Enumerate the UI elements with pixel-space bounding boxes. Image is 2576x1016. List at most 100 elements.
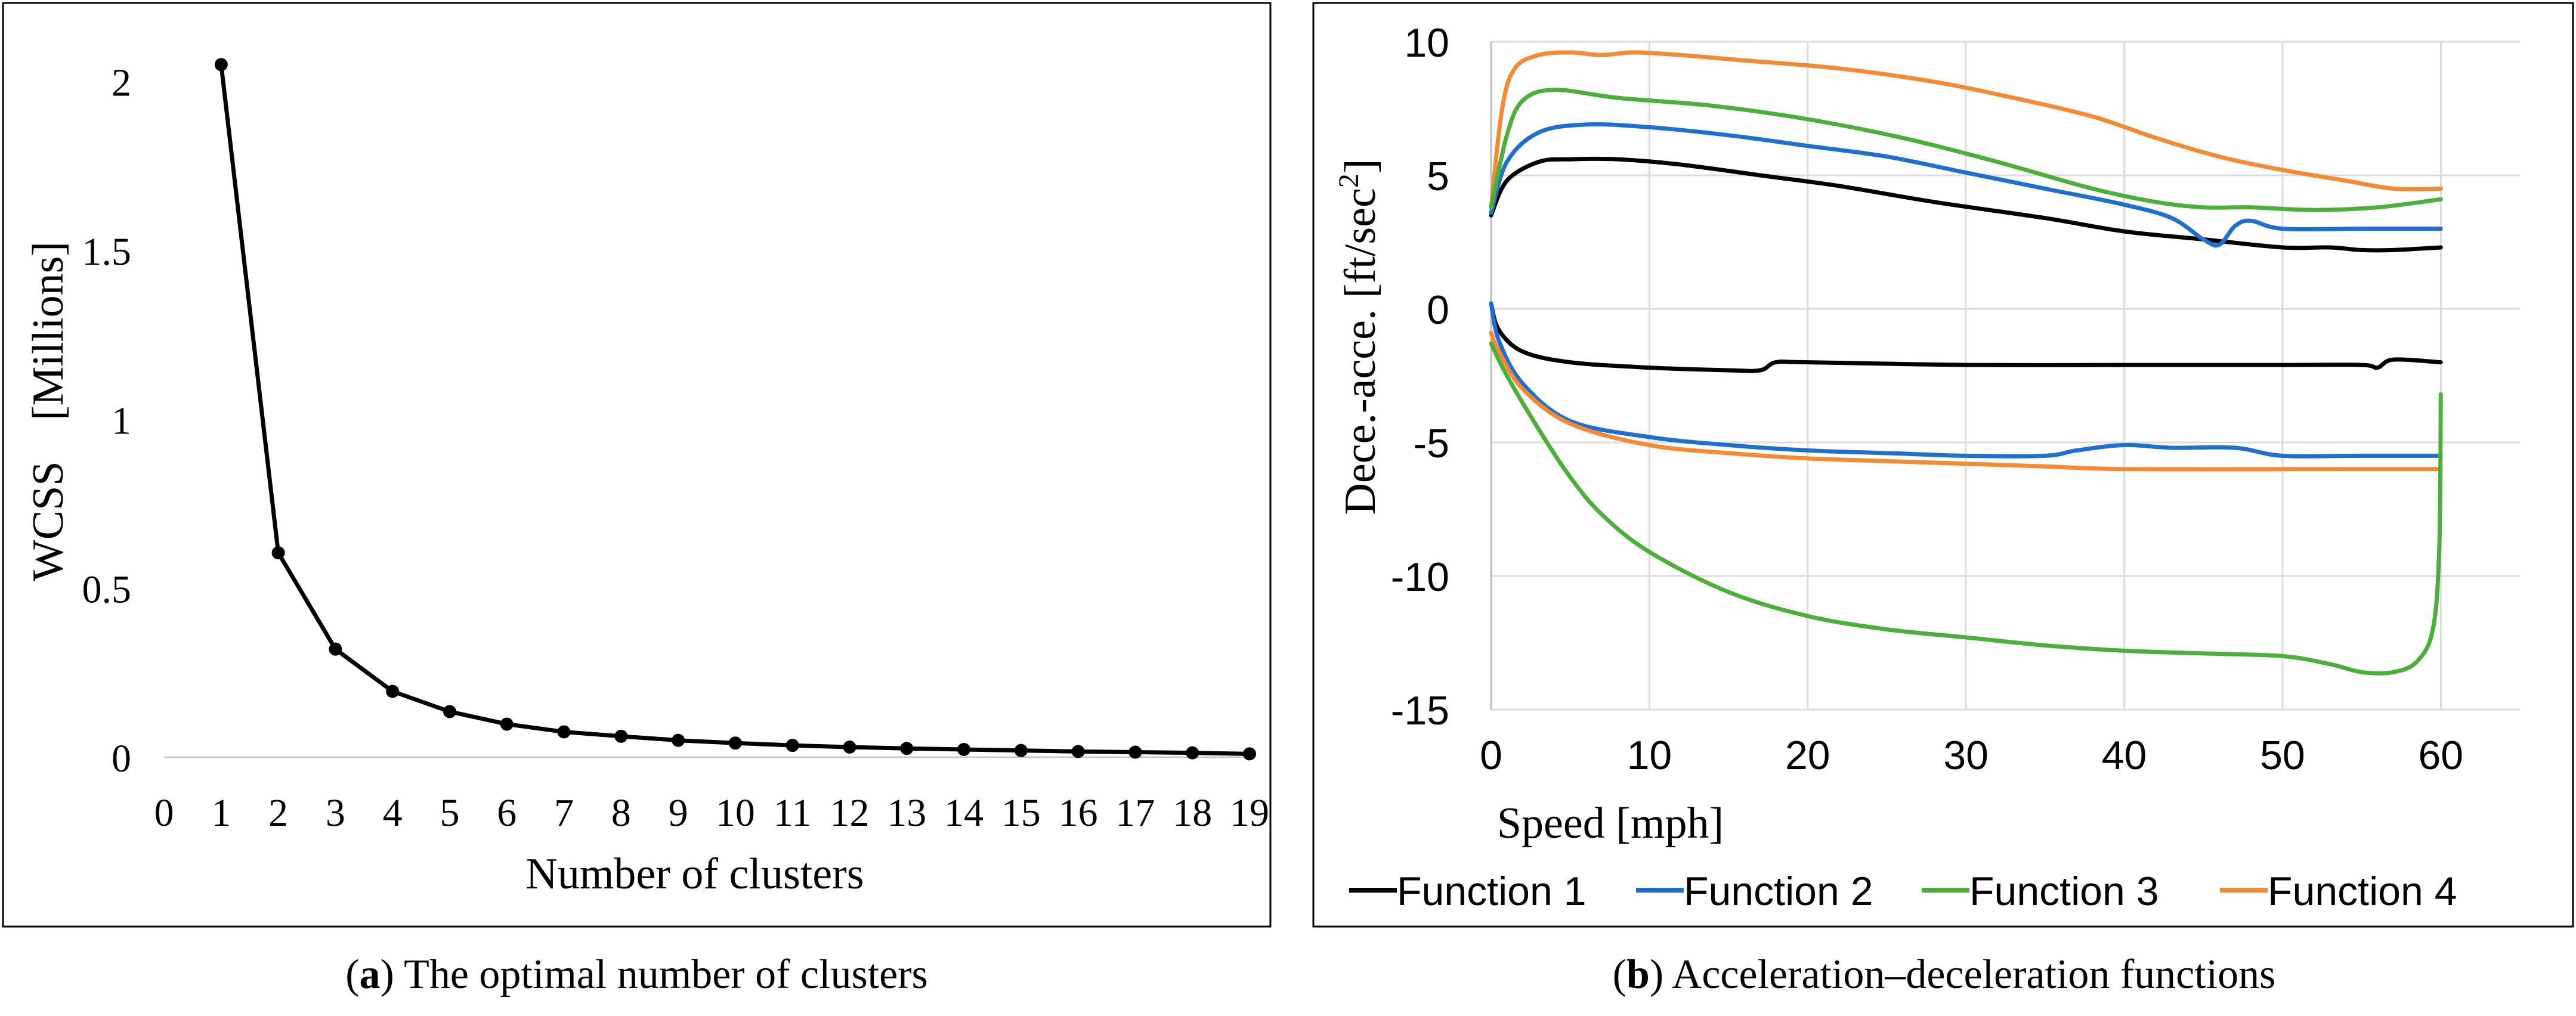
caption-b-text: Acceleration–deceleration functions: [1671, 952, 2276, 998]
chart-a-y-axis-label-group: WCSS [Millions]: [24, 241, 73, 581]
caption-a-letter: a: [359, 952, 381, 998]
chart-b-grid: [1491, 41, 2520, 711]
chart-b-y-tick-label: -5: [1414, 421, 1449, 466]
chart-b-x-tick-label: 50: [2260, 733, 2305, 778]
chart-a-data-point: [386, 684, 400, 698]
chart-a-y-tick-label: 1: [112, 399, 131, 442]
chart-b-y-axis-label: Dece.-acce. [ft/sec: [1336, 188, 1385, 515]
chart-b-y-axis-label-wrap: Dece.-acce. [ft/sec2]: [1333, 159, 1385, 515]
chart-a-y-axis-label-wrap: WCSS [Millions]: [24, 241, 73, 581]
chart-a-data-point: [1128, 745, 1142, 759]
chart-b-y-tick-label: -15: [1391, 688, 1449, 733]
chart-a-x-tick-label: 14: [944, 791, 984, 835]
chart-b-function-3-deceleration-line: [1489, 341, 2443, 676]
chart-b-y-axis-superscript: 2: [1333, 174, 1365, 188]
chart-a-data-point: [786, 739, 799, 752]
chart-a-data-point: [843, 741, 856, 754]
chart-a-x-tick-label: 13: [887, 791, 926, 835]
chart-a-x-tick-label: 16: [1059, 791, 1098, 835]
chart-a-x-tick-label: 12: [830, 791, 869, 835]
chart-a-x-axis-label: Number of clusters: [525, 850, 864, 899]
chart-b-function-4-deceleration-line: [1489, 330, 2443, 472]
chart-b-y-tick-label: 0: [1427, 287, 1449, 333]
chart-b-x-tick-label: 40: [2102, 733, 2147, 778]
chart-b-y-tick-label: -10: [1391, 555, 1449, 600]
chart-a-x-tick-label: 1: [211, 791, 231, 835]
chart-b-legend-label: Function 4: [2268, 869, 2457, 914]
chart-a-series: [214, 58, 1256, 761]
panel-b-frame: [1312, 2, 2574, 928]
chart-a-data-point: [214, 58, 228, 72]
caption-b: (b) Acceleration–deceleration functions: [1612, 952, 2276, 998]
chart-b-legend: Function 1 Function 2 Function 3 Function 4: [1349, 869, 2457, 914]
chart-a-data-point: [614, 729, 628, 743]
chart-b-x-tick-label: 10: [1627, 733, 1672, 778]
chart-a-y-tick-label: 0.5: [82, 568, 132, 612]
chart-a-x-tick-label: 4: [383, 791, 403, 835]
chart-b-y-ticks: 10 5 0 -5 -10 -15: [1391, 20, 1449, 733]
chart-b-x-tick-label: 60: [2418, 733, 2463, 778]
caption-b-letter: b: [1626, 952, 1650, 998]
chart-a-x-tick-label: 17: [1115, 791, 1155, 835]
chart-a-x-tick-label: 2: [268, 791, 288, 835]
chart-a-x-tick-label: 11: [774, 791, 812, 835]
chart-b-x-tick-label: 0: [1480, 733, 1502, 778]
chart-a-x-tick-label: 7: [554, 791, 574, 835]
chart-a-y-axis-unit: [Millions]: [24, 241, 73, 420]
chart-a-data-point: [957, 742, 971, 756]
chart-b-function-1-deceleration-line: [1489, 301, 2443, 373]
chart-a-x-tick-label: 19: [1230, 791, 1269, 835]
chart-b-function-2-acceleration-line: [1489, 122, 2443, 248]
chart-a-x-tick-label: 8: [611, 791, 631, 835]
chart-a-y-tick-label: 2: [112, 61, 131, 105]
chart-a-y-tick-label: 1.5: [82, 230, 132, 274]
panel-a-frame: [2, 2, 1272, 928]
chart-a-data-point: [500, 717, 514, 731]
chart-b-series: [1489, 50, 2443, 676]
chart-a-data-point: [1071, 745, 1085, 758]
chart-a-x-tick-label: 3: [326, 791, 345, 835]
chart-a-x-ticks: 0 1 2 3 4 5 6 7 8 9 10 11 12 13 14 15 16 17 18 19: [154, 791, 1270, 835]
chart-b-y-axis-label-close: ]: [1336, 159, 1385, 174]
chart-a-data-point: [900, 742, 914, 755]
chart-b-legend-label: Function 3: [1969, 869, 2159, 914]
chart-b-function-2-deceleration-line: [1489, 301, 2443, 459]
chart-a-data-point: [672, 733, 685, 747]
chart-b-y-tick-label: 10: [1404, 20, 1449, 66]
chart-b-x-ticks: 0 10 20 30 40 50 60: [1480, 733, 2463, 778]
chart-a-data-point: [443, 705, 456, 718]
chart-a-data-point: [1243, 747, 1256, 761]
chart-a-x-tick-label: 5: [440, 791, 459, 835]
chart-a-x-tick-label: 6: [497, 791, 517, 835]
caption-a-text: The optimal number of clusters: [404, 952, 928, 998]
chart-a-data-point: [557, 725, 571, 739]
chart-a-x-tick-label: 9: [669, 791, 688, 835]
chart-a-data-point: [1186, 746, 1199, 760]
chart-a-x-tick-label: 10: [716, 791, 755, 835]
chart-a: 00.511.52 0 1 2 3 4 5 6 7 8 9 10 11 12 13 14 15 16 17 18 19…: [24, 58, 1269, 899]
chart-b-function-1-acceleration-line: [1489, 156, 2443, 253]
chart-a-data-point: [329, 642, 342, 656]
chart-b-function-3-acceleration-line: [1489, 88, 2443, 212]
caption-a: (a) The optimal number of clusters: [345, 952, 928, 998]
chart-a-x-tick-label: 15: [1001, 791, 1041, 835]
chart-a-data-point: [1014, 744, 1028, 757]
chart-a-data-point: [271, 546, 285, 560]
chart-a-y-axis-label: WCSS: [24, 461, 73, 582]
chart-b-x-axis-label: Speed [mph]: [1497, 799, 1724, 848]
chart-b-legend-label: Function 1: [1397, 869, 1587, 914]
chart-b-function-4-acceleration-line: [1489, 50, 2443, 210]
chart-a-y-tick-label: 0: [112, 737, 131, 780]
chart-b-y-axis-label-group: Dece.-acce. [ft/sec2]: [1333, 159, 1385, 515]
chart-a-x-tick-label: 0: [154, 791, 174, 835]
chart-b-x-tick-label: 30: [1943, 733, 1989, 778]
chart-a-x-tick-label: 18: [1173, 791, 1212, 835]
chart-a-data-point: [728, 736, 742, 750]
chart-b-x-tick-label: 20: [1785, 733, 1830, 778]
chart-b-y-tick-label: 5: [1427, 154, 1449, 199]
chart-a-wcss-line: [219, 64, 1250, 756]
chart-b-legend-label: Function 2: [1684, 869, 1873, 914]
chart-a-y-ticks: 0 0.5 1 1.5 2: [82, 61, 132, 780]
